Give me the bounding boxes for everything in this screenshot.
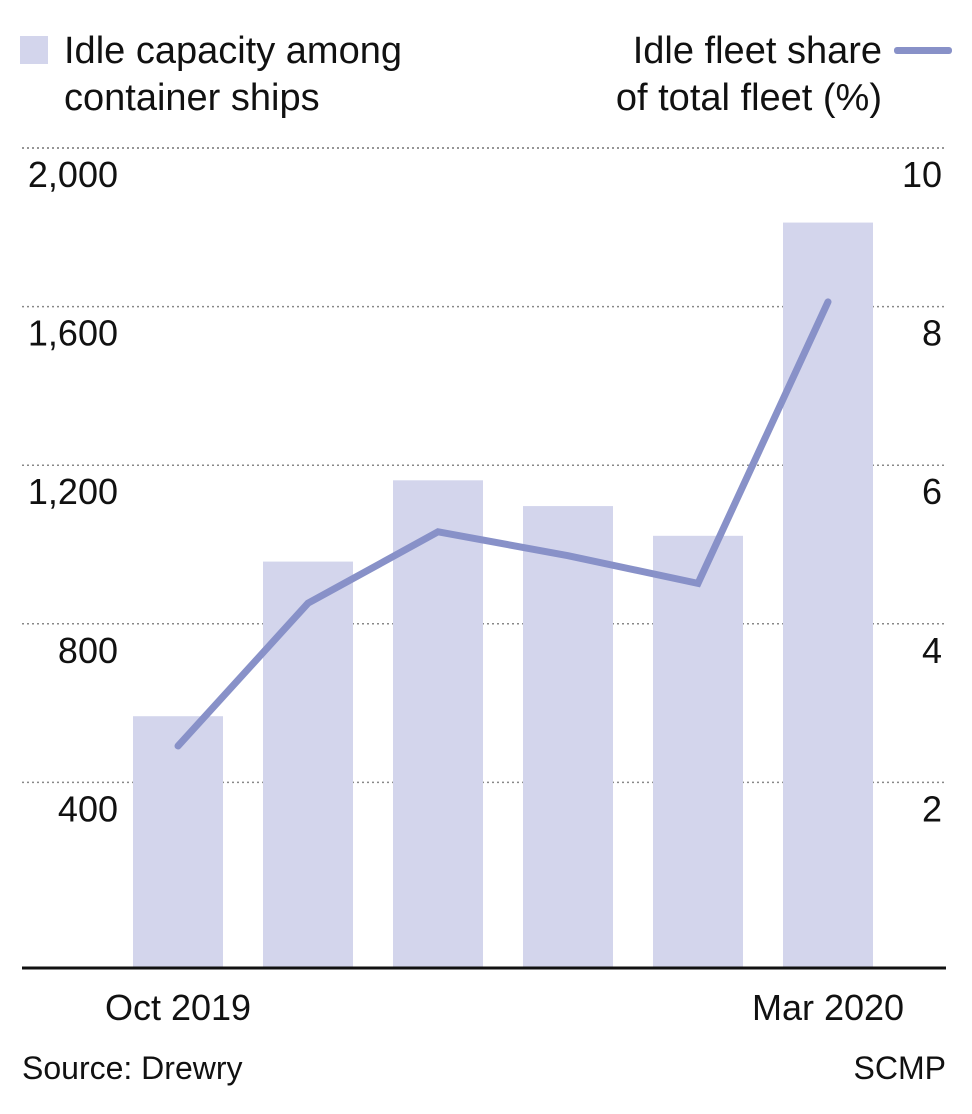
line-point-5 bbox=[827, 301, 829, 303]
legend-line-label-line2: of total fleet (%) bbox=[615, 77, 882, 119]
combo-chart: 400 800 1,200 1,600 2,000 2 4 6 8 10 Oct 2019 Mar 2… bbox=[22, 147, 946, 1028]
x-tick-label-last: Mar 2020 bbox=[752, 987, 904, 1028]
source-note: Source: Drewry bbox=[22, 1050, 243, 1086]
line-idle-share bbox=[174, 298, 832, 750]
legend-bars-label-line2: container ships bbox=[64, 77, 320, 119]
y-left-tick-label: 400 bbox=[58, 788, 118, 829]
legend-bars-label: Idle capacity among container ships bbox=[64, 28, 402, 122]
y-left-tick-label: 1,200 bbox=[28, 471, 118, 512]
bar-1 bbox=[263, 561, 353, 968]
line-point-1 bbox=[307, 602, 309, 604]
legend-line-swatch bbox=[894, 47, 952, 54]
y-right-tick-label: 2 bbox=[922, 788, 942, 829]
credit-note: SCMP bbox=[853, 1050, 946, 1086]
bars bbox=[133, 222, 873, 968]
bar-2 bbox=[393, 480, 483, 968]
y-left-tick-label: 800 bbox=[58, 630, 118, 671]
y-right-tick-label: 6 bbox=[922, 471, 942, 512]
y-right-tick-label: 4 bbox=[922, 630, 942, 671]
line-series bbox=[174, 298, 832, 750]
y-right-tick-label: 10 bbox=[902, 154, 942, 195]
legend-line-label-line1: Idle fleet share bbox=[632, 30, 882, 72]
bar-3 bbox=[523, 506, 613, 968]
line-point-2 bbox=[437, 531, 439, 533]
line-point-4 bbox=[697, 582, 699, 584]
x-tick-label-first: Oct 2019 bbox=[105, 987, 251, 1028]
bar-0 bbox=[133, 716, 223, 968]
tick-labels: 400 800 1,200 1,600 2,000 2 4 6 8 10 Oct 2019 Mar 2… bbox=[28, 154, 942, 1028]
legend-bars-label-line1: Idle capacity among bbox=[64, 30, 402, 72]
line-point-0 bbox=[177, 745, 179, 747]
bar-4 bbox=[653, 535, 743, 968]
line-point-3 bbox=[567, 555, 569, 557]
legend-line-label: Idle fleet share of total fleet (%) bbox=[616, 28, 882, 122]
legend-line: Idle fleet share of total fleet (%) bbox=[592, 28, 952, 128]
legend-bar-swatch bbox=[20, 36, 48, 64]
y-left-tick-label: 2,000 bbox=[28, 154, 118, 195]
y-right-tick-label: 8 bbox=[922, 313, 942, 354]
y-left-tick-label: 1,600 bbox=[28, 313, 118, 354]
bar-5 bbox=[783, 222, 873, 968]
